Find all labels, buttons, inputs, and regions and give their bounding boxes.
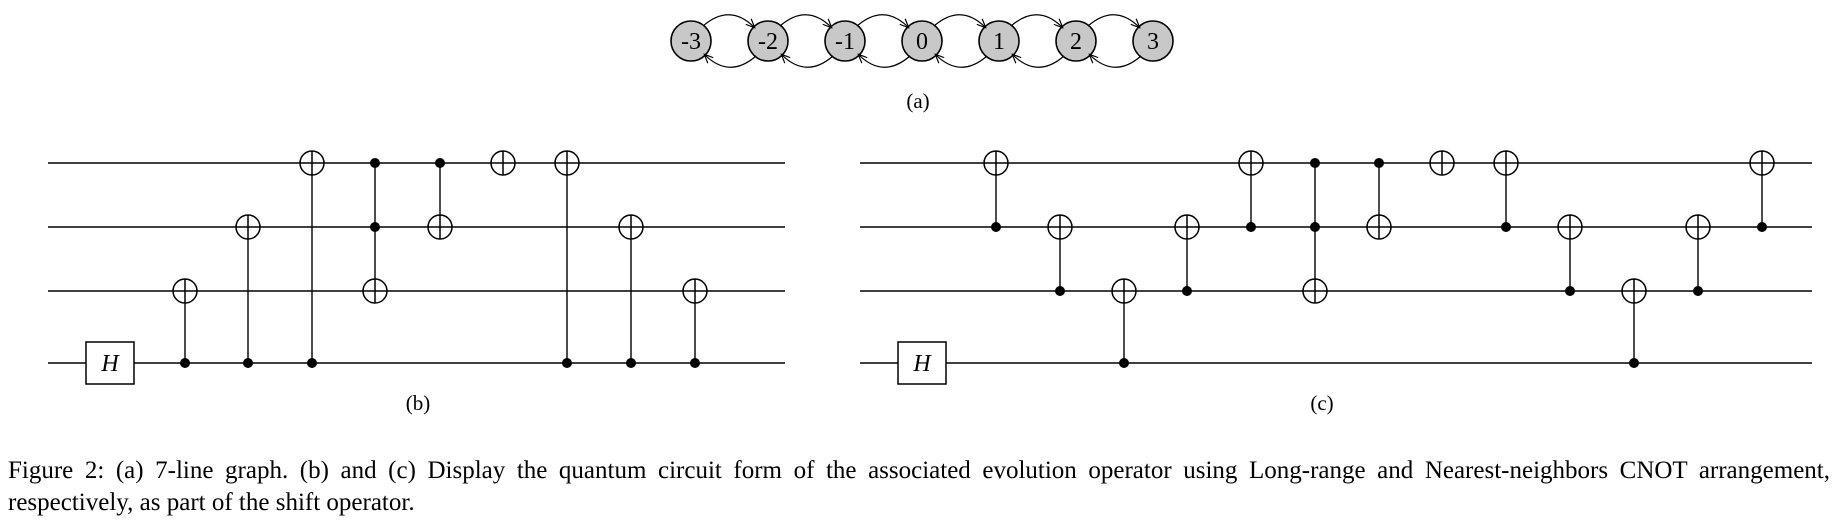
- x-gate: [1429, 150, 1455, 176]
- cnot-gate: [1749, 150, 1775, 232]
- cnot-gate: [235, 214, 261, 368]
- control-dot: [243, 358, 253, 368]
- node-circle: [901, 20, 943, 62]
- cnot-gate: [1111, 278, 1137, 368]
- edge-arrow-forward: [779, 14, 831, 27]
- node-circle: [1132, 20, 1174, 62]
- hadamard-box: [85, 341, 135, 385]
- graph-node: 3: [1132, 20, 1174, 62]
- control-dot: [1055, 286, 1065, 296]
- hadamard-label: H: [100, 351, 120, 377]
- cnot-gate: [1685, 214, 1711, 296]
- edge-arrow-forward: [702, 14, 754, 27]
- cnot-gate: [1238, 150, 1264, 232]
- control-dot: [1565, 286, 1575, 296]
- control-dot: [1119, 358, 1129, 368]
- hadamard-gate: H: [85, 341, 135, 385]
- edge-arrow-backward: [1013, 55, 1065, 68]
- control-dot: [1310, 222, 1320, 232]
- hadamard-gate: H: [897, 341, 947, 385]
- sublabel-a: (a): [906, 89, 929, 113]
- node-label: 2: [1070, 29, 1082, 55]
- hadamard-box: [897, 341, 947, 385]
- edge-arrow-backward: [936, 55, 988, 68]
- edge-arrow-forward: [856, 14, 908, 27]
- node-label: 0: [916, 29, 928, 55]
- control-dot: [991, 222, 1001, 232]
- cnot-gate: [1366, 158, 1392, 240]
- control-dot: [1501, 222, 1511, 232]
- control-dot: [370, 222, 380, 232]
- graph-node: 2: [1055, 20, 1097, 62]
- node-circle: [824, 20, 866, 62]
- x-gate: [490, 150, 516, 176]
- control-dot: [1310, 158, 1320, 168]
- cnot-gate: [1174, 214, 1200, 296]
- control-dot: [626, 358, 636, 368]
- control-dot: [307, 358, 317, 368]
- toffoli-gate: [362, 158, 388, 304]
- figure-caption: Figure 2: (a) 7-line graph. (b) and (c) …: [8, 457, 1830, 516]
- hadamard-label: H: [912, 351, 932, 377]
- graph-node: -1: [824, 20, 866, 62]
- control-dot: [1757, 222, 1767, 232]
- graph-node: 0: [901, 20, 943, 62]
- cnot-gate: [983, 150, 1009, 232]
- node-label: -1: [835, 29, 855, 55]
- control-dot: [1246, 222, 1256, 232]
- cnot-gate: [427, 158, 453, 240]
- node-circle: [978, 20, 1020, 62]
- edge-arrow-forward: [933, 14, 985, 27]
- control-dot: [562, 358, 572, 368]
- edge-arrow-backward: [1090, 55, 1142, 68]
- cnot-gate: [1047, 214, 1073, 296]
- control-dot: [690, 358, 700, 368]
- control-dot: [1182, 286, 1192, 296]
- cnot-gate: [299, 150, 325, 368]
- cnot-gate: [618, 214, 644, 368]
- line-graph: -3 -2 -1 0 1 2 3: [670, 14, 1174, 68]
- node-circle: [1055, 20, 1097, 62]
- cnot-gate: [172, 278, 198, 368]
- cnot-gate: [682, 278, 708, 368]
- node-label: 1: [993, 29, 1005, 55]
- edge-arrow-backward: [859, 55, 911, 68]
- sublabel-c: (c): [1310, 391, 1333, 415]
- graph-node: -2: [747, 20, 789, 62]
- control-dot: [435, 158, 445, 168]
- edge-arrow-forward: [1087, 14, 1139, 27]
- control-dot: [1374, 158, 1384, 168]
- edge-arrow-forward: [1010, 14, 1062, 27]
- node-circle: [670, 20, 712, 62]
- cnot-gate: [1557, 214, 1583, 296]
- toffoli-gate: [1302, 158, 1328, 304]
- node-label: 3: [1147, 29, 1159, 55]
- control-dot: [370, 158, 380, 168]
- edge-arrow-backward: [705, 55, 757, 68]
- cnot-gate: [1621, 278, 1647, 368]
- node-circle: [747, 20, 789, 62]
- node-label: -2: [758, 29, 778, 55]
- circuit-long-range: H: [48, 150, 785, 385]
- cnot-gate: [1493, 150, 1519, 232]
- node-label: -3: [681, 29, 701, 55]
- sublabel-b: (b): [406, 391, 431, 415]
- control-dot: [180, 358, 190, 368]
- control-dot: [1693, 286, 1703, 296]
- cnot-gate: [554, 150, 580, 368]
- graph-node: -3: [670, 20, 712, 62]
- figure-canvas: -3 -2 -1 0 1 2 3 (a) H (b) H (c): [48, 14, 1812, 415]
- graph-node: 1: [978, 20, 1020, 62]
- edge-arrow-backward: [782, 55, 834, 68]
- control-dot: [1629, 358, 1639, 368]
- circuit-nearest-neighbors: H: [860, 150, 1812, 385]
